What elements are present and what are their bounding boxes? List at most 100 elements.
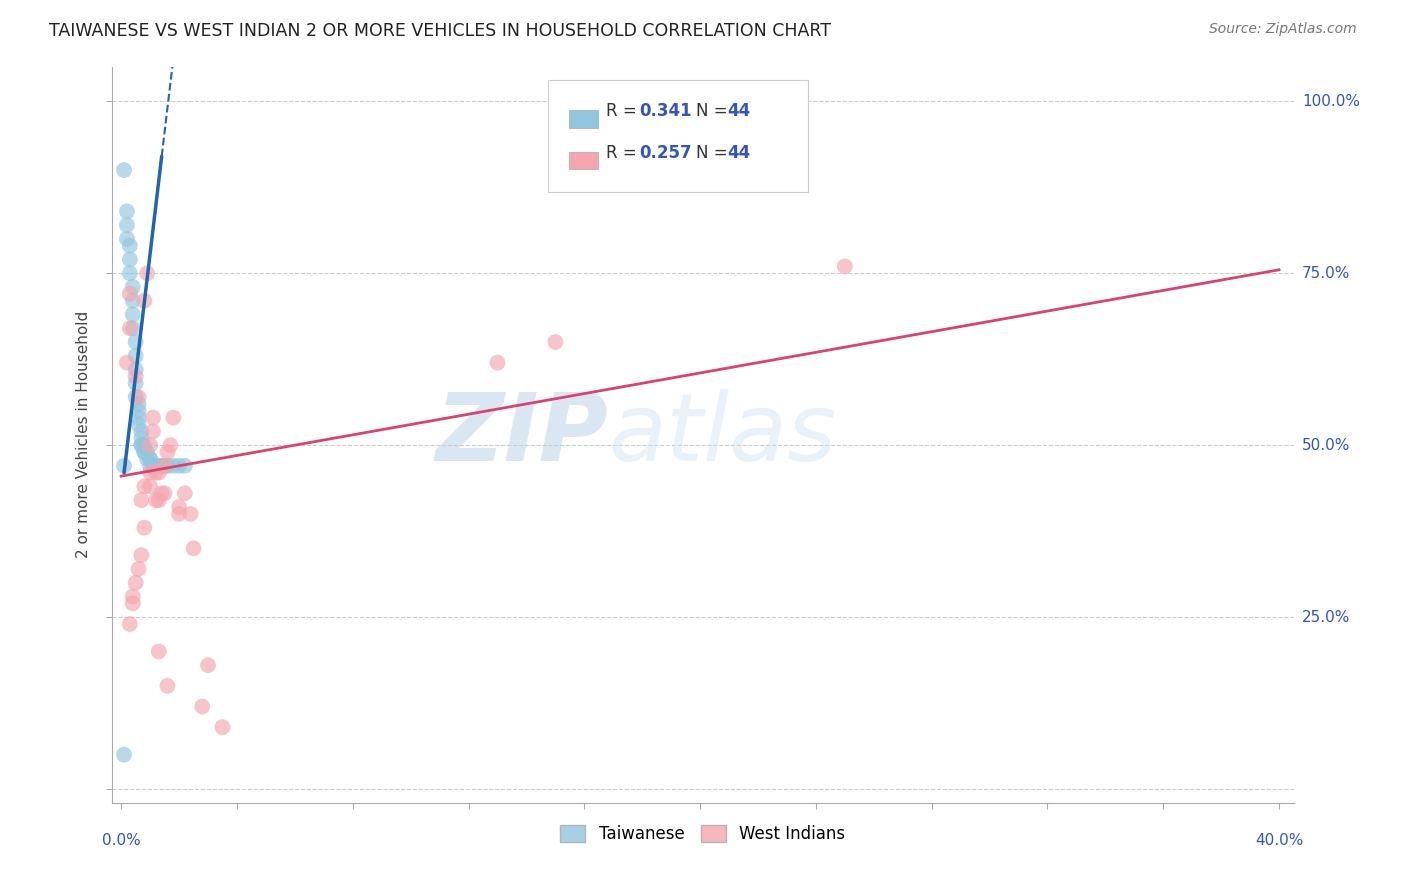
Text: 75.0%: 75.0% [1302, 266, 1350, 281]
West Indians [139, 466, 162, 480]
West Indians [191, 699, 214, 714]
Taiwanese [118, 266, 141, 280]
Taiwanese [139, 451, 162, 466]
Taiwanese [142, 458, 165, 473]
West Indians [148, 493, 170, 508]
Taiwanese [124, 376, 146, 391]
West Indians [156, 445, 179, 459]
West Indians [211, 720, 233, 734]
West Indians [142, 410, 165, 425]
Text: 0.0%: 0.0% [101, 833, 141, 848]
Text: 40.0%: 40.0% [1256, 833, 1303, 848]
Text: 100.0%: 100.0% [1302, 94, 1360, 109]
Taiwanese [131, 431, 153, 445]
West Indians [124, 575, 146, 590]
Text: atlas: atlas [609, 389, 837, 481]
Taiwanese [128, 397, 150, 411]
Text: Source: ZipAtlas.com: Source: ZipAtlas.com [1209, 22, 1357, 37]
Taiwanese [173, 458, 195, 473]
Taiwanese [128, 410, 150, 425]
Taiwanese [139, 458, 162, 473]
West Indians [162, 410, 184, 425]
Taiwanese [136, 445, 159, 459]
West Indians [134, 293, 156, 308]
Text: 44: 44 [727, 103, 751, 120]
Taiwanese [124, 390, 146, 404]
West Indians [131, 548, 153, 562]
Taiwanese [150, 458, 173, 473]
West Indians [486, 356, 509, 370]
Text: TAIWANESE VS WEST INDIAN 2 OR MORE VEHICLES IN HOUSEHOLD CORRELATION CHART: TAIWANESE VS WEST INDIAN 2 OR MORE VEHIC… [49, 22, 831, 40]
West Indians [159, 438, 181, 452]
West Indians [145, 493, 167, 508]
Taiwanese [139, 451, 162, 466]
West Indians [834, 260, 856, 274]
Text: 44: 44 [727, 145, 751, 162]
Taiwanese [115, 218, 138, 232]
Text: 0.257: 0.257 [640, 145, 692, 162]
Text: N =: N = [696, 103, 733, 120]
West Indians [148, 644, 170, 658]
West Indians [153, 458, 176, 473]
West Indians [173, 486, 195, 500]
Taiwanese [112, 747, 135, 762]
Taiwanese [145, 458, 167, 473]
Text: R =: R = [606, 103, 643, 120]
Text: 50.0%: 50.0% [1302, 438, 1350, 452]
Taiwanese [134, 438, 156, 452]
Taiwanese [134, 445, 156, 459]
Taiwanese [136, 451, 159, 466]
Taiwanese [124, 349, 146, 363]
West Indians [128, 562, 150, 576]
Taiwanese [162, 458, 184, 473]
West Indians [544, 334, 567, 349]
Taiwanese [124, 362, 146, 376]
West Indians [145, 466, 167, 480]
West Indians [167, 507, 190, 521]
Taiwanese [142, 458, 165, 473]
West Indians [115, 356, 138, 370]
Taiwanese [121, 321, 143, 335]
Text: N =: N = [696, 145, 733, 162]
Taiwanese [118, 238, 141, 252]
Taiwanese [134, 445, 156, 459]
West Indians [134, 479, 156, 493]
Taiwanese [128, 404, 150, 418]
Text: 0.341: 0.341 [640, 103, 692, 120]
Taiwanese [131, 425, 153, 439]
West Indians [156, 679, 179, 693]
West Indians [142, 425, 165, 439]
West Indians [121, 590, 143, 604]
Taiwanese [121, 308, 143, 322]
Taiwanese [112, 163, 135, 178]
West Indians [139, 479, 162, 493]
Text: R =: R = [606, 145, 643, 162]
Taiwanese [124, 334, 146, 349]
West Indians [197, 658, 219, 673]
Legend: Taiwanese, West Indians: Taiwanese, West Indians [554, 818, 852, 850]
West Indians [150, 486, 173, 500]
Taiwanese [131, 438, 153, 452]
West Indians [183, 541, 205, 556]
West Indians [118, 286, 141, 301]
Taiwanese [118, 252, 141, 267]
Text: ZIP: ZIP [436, 389, 609, 481]
West Indians [167, 500, 190, 514]
West Indians [139, 438, 162, 452]
Taiwanese [112, 458, 135, 473]
West Indians [134, 521, 156, 535]
West Indians [124, 369, 146, 384]
West Indians [131, 493, 153, 508]
Taiwanese [115, 204, 138, 219]
West Indians [118, 321, 141, 335]
Taiwanese [131, 438, 153, 452]
West Indians [128, 390, 150, 404]
Taiwanese [128, 417, 150, 432]
Taiwanese [115, 232, 138, 246]
West Indians [118, 617, 141, 632]
Y-axis label: 2 or more Vehicles in Household: 2 or more Vehicles in Household [76, 311, 91, 558]
Taiwanese [121, 280, 143, 294]
Taiwanese [153, 458, 176, 473]
Taiwanese [121, 293, 143, 308]
West Indians [153, 486, 176, 500]
